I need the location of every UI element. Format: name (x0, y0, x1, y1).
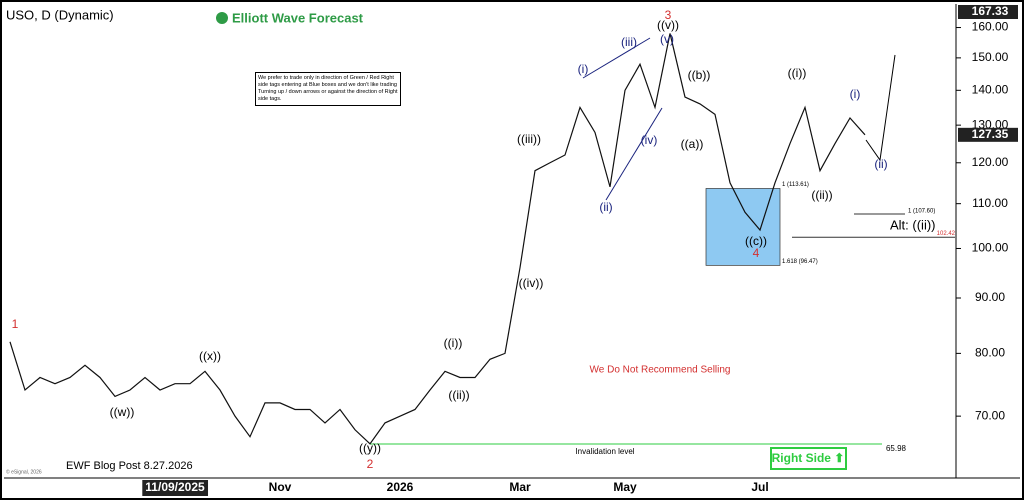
wave-label: (v) (660, 32, 674, 46)
price-label-bg (958, 127, 1018, 142)
price-label: 167.33 (972, 4, 1009, 18)
wave-label: ((ii)) (448, 388, 469, 402)
box-top-label: 1 (113.61) (782, 182, 809, 188)
logo-text: Elliott Wave Forecast (232, 10, 364, 25)
channel-line (605, 107, 663, 201)
invalidation-label: Invalidation level (575, 447, 634, 456)
wave-label: 4 (753, 246, 760, 260)
symbol-title: USO, D (Dynamic) (6, 7, 114, 22)
level-label: 1 (107.60) (908, 209, 935, 215)
y-tick-label: 100.00 (972, 241, 1009, 255)
wave-label: ((i)) (444, 336, 463, 350)
x-tick-label: 2026 (387, 480, 414, 494)
box-bottom-label: 1.618 (96.47) (782, 259, 818, 265)
wave-label: (i) (578, 62, 589, 76)
invalidation-value: 65.98 (886, 444, 907, 453)
y-tick-label: 130.00 (972, 117, 1009, 131)
y-tick-label: 120.00 (972, 155, 1009, 169)
y-tick-label: 160.00 (972, 20, 1009, 34)
wave-label: ((i)) (788, 66, 807, 80)
x-tick-label: Jul (751, 480, 768, 494)
y-tick-label: 70.00 (975, 408, 1005, 422)
blog-post: EWF Blog Post 8.27.2026 (66, 460, 193, 472)
copyright: © eSignal, 2026 (6, 468, 42, 475)
logo-icon (216, 12, 228, 24)
y-tick-label: 150.00 (972, 50, 1009, 64)
price-label: 127.35 (972, 127, 1009, 141)
disclaimer: We Do Not Recommend Selling (590, 365, 731, 376)
wave-label: (iii) (621, 35, 637, 49)
wave-label: ((iv)) (519, 276, 544, 290)
wave-label: 2 (367, 457, 374, 471)
x-tick-label: Nov (269, 480, 292, 494)
wave-label: 3 (665, 8, 672, 22)
right-side-tag (770, 447, 847, 470)
price-line (9, 33, 866, 445)
note-box: We prefer to trade only in direction of … (255, 72, 401, 106)
wave-label: ((ii)) (811, 188, 832, 202)
projection-path (865, 54, 896, 162)
channel-line (582, 37, 651, 79)
blue-box (705, 188, 781, 266)
y-tick-label: 110.00 (972, 196, 1008, 210)
wave-label: ((w)) (110, 405, 135, 419)
level-label: 102.42 (937, 231, 956, 237)
y-tick-label: 140.00 (972, 82, 1009, 96)
wave-label: ((x)) (199, 349, 221, 363)
wave-label: ((v)) (657, 18, 679, 32)
wave-label: ((b)) (688, 68, 711, 82)
wave-label: Alt: ((ii)) (890, 217, 936, 232)
y-tick-label: 90.00 (975, 290, 1005, 304)
y-tick-label: 80.00 (975, 346, 1005, 360)
wave-label: (ii) (874, 157, 887, 171)
wave-label: ((iii)) (517, 132, 541, 146)
wave-label: (i) (850, 87, 861, 101)
wave-label: (iv) (641, 133, 658, 147)
wave-label: 1 (12, 317, 19, 331)
x-tick-label: 11/09/2025 (145, 480, 205, 494)
wave-label: ((y)) (359, 441, 381, 455)
x-tick-label: May (613, 480, 637, 494)
wave-label: (ii) (599, 200, 612, 214)
x-tick-label: Mar (509, 480, 531, 494)
wave-label: ((c)) (745, 234, 767, 248)
right-side-text: Right Side ⬆ (772, 451, 845, 465)
x-label-bg (142, 480, 209, 496)
price-label-bg (958, 5, 1018, 19)
wave-label: ((a)) (681, 137, 704, 151)
